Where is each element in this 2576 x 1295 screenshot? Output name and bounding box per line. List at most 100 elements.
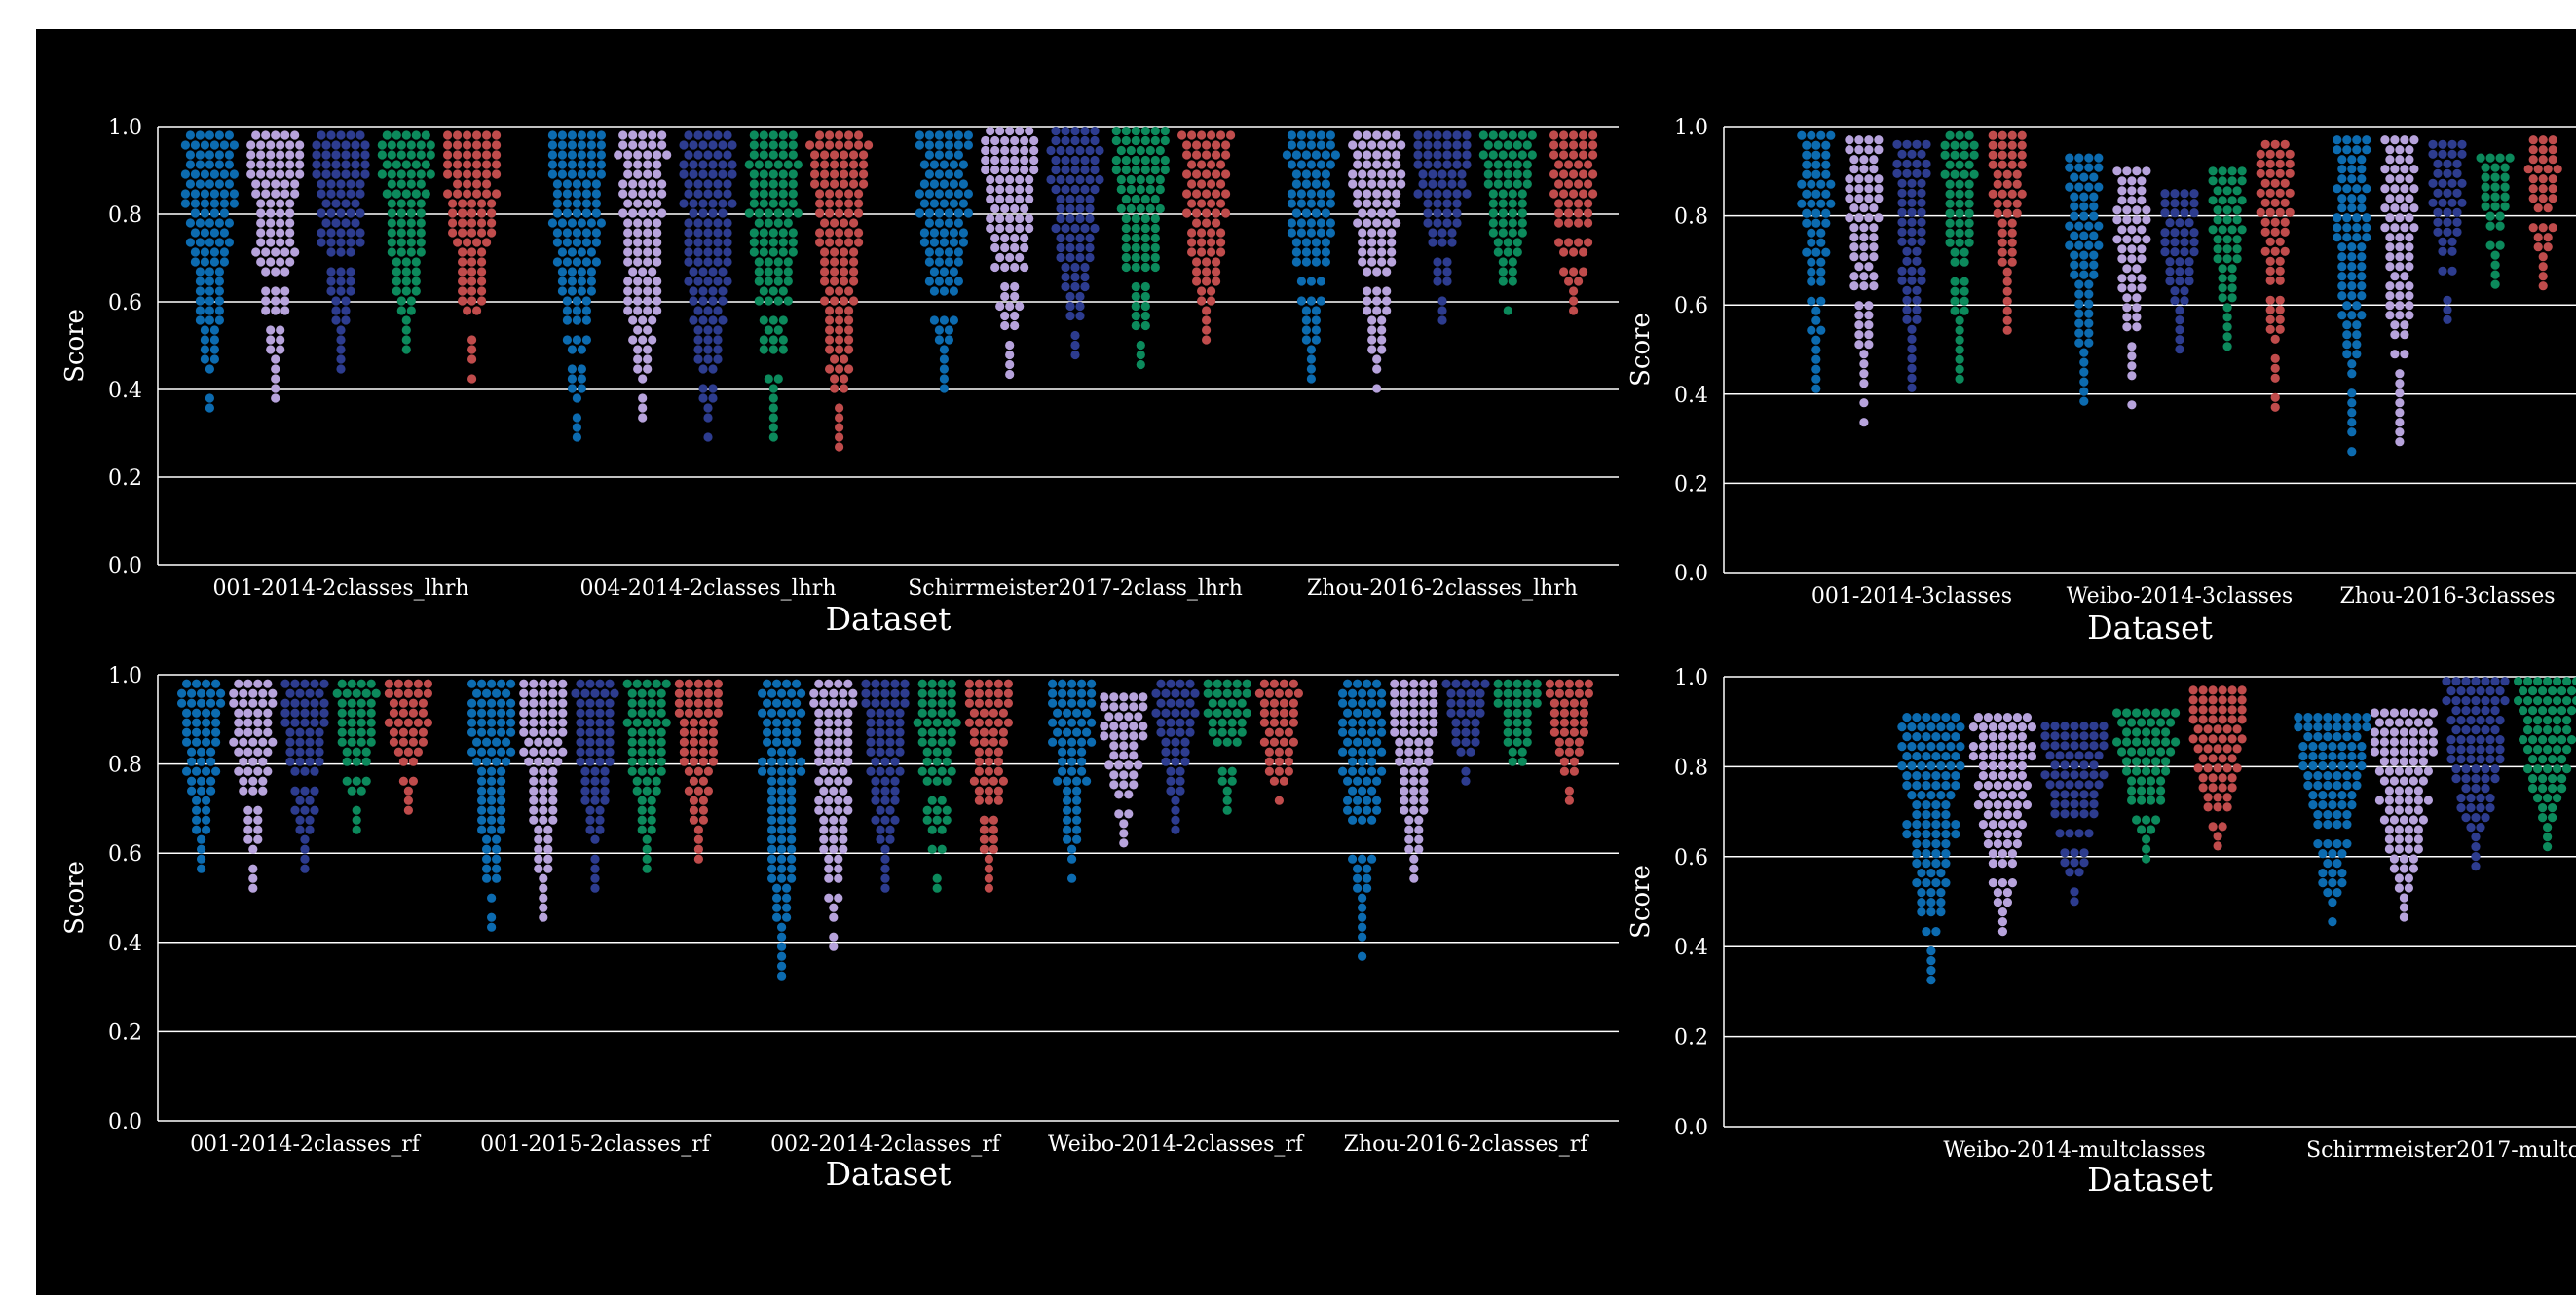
- swarm-point: [581, 208, 592, 218]
- swarm-point: [271, 130, 280, 140]
- swarm-point: [1452, 150, 1462, 160]
- swarm-point: [915, 130, 925, 140]
- swarm-point: [648, 315, 657, 325]
- swarm-point: [2079, 377, 2089, 387]
- swarm-point: [2337, 242, 2347, 252]
- swarm-point: [1442, 218, 1452, 228]
- swarm-point: [2285, 159, 2295, 168]
- swarm-point: [1190, 708, 1200, 718]
- swarm-point: [1955, 160, 1964, 169]
- swarm-point: [1955, 228, 1964, 238]
- swarm-point: [1564, 737, 1574, 747]
- swarm-point: [1926, 888, 1936, 898]
- swarm-point: [693, 354, 703, 364]
- swarm-point: [2060, 722, 2070, 731]
- swarm-point: [693, 277, 703, 286]
- swarm-point: [1902, 732, 1912, 742]
- swarm-point: [2357, 155, 2367, 165]
- swarm-point: [346, 228, 355, 238]
- swarm-point: [224, 150, 234, 160]
- swarm-point: [1048, 737, 1058, 747]
- swarm-point: [1358, 140, 1367, 150]
- swarm-point: [341, 218, 351, 228]
- swarm-point: [1000, 204, 1010, 214]
- swarm-point: [633, 325, 643, 335]
- swarm-point: [1859, 223, 1869, 233]
- swarm-point: [1367, 257, 1377, 267]
- swarm-point: [1912, 305, 1922, 314]
- swarm-point: [2548, 194, 2557, 204]
- swarm-point: [182, 708, 192, 718]
- swarm-point: [547, 218, 558, 228]
- swarm-point: [1512, 169, 1522, 179]
- swarm-point: [861, 698, 871, 708]
- swarm-series-5: [805, 130, 874, 452]
- swarm-point: [2481, 764, 2490, 774]
- swarm-point: [880, 698, 890, 708]
- swarm-point: [266, 228, 276, 238]
- swarm-point: [835, 286, 844, 296]
- swarm-point: [529, 727, 539, 737]
- swarm-point: [336, 364, 346, 374]
- swarm-point: [2447, 139, 2457, 149]
- swarm-point: [929, 228, 940, 238]
- swarm-point: [934, 257, 945, 267]
- swarm-point: [820, 257, 830, 267]
- swarm-point: [595, 737, 605, 747]
- swarm-point: [647, 727, 656, 737]
- swarm-point: [2390, 184, 2400, 194]
- swarm-point: [1180, 737, 1190, 747]
- swarm-point: [2447, 149, 2457, 159]
- swarm-point: [643, 286, 653, 296]
- swarm-point: [271, 354, 280, 364]
- swarm-point: [401, 267, 411, 277]
- swarm-point: [2553, 165, 2562, 174]
- swarm-point: [315, 688, 324, 698]
- swarm-point: [958, 179, 969, 189]
- swarm-point: [698, 776, 709, 786]
- swarm-point: [1377, 325, 1387, 335]
- swarm-point: [642, 718, 652, 727]
- swarm-point: [1917, 149, 1926, 159]
- swarm-point: [341, 315, 351, 325]
- swarm-point: [1197, 160, 1207, 169]
- swarm-point: [1372, 364, 1382, 374]
- swarm-point: [366, 708, 376, 718]
- swarm-point: [1993, 839, 2002, 849]
- swarm-point: [2352, 233, 2362, 242]
- swarm-point: [355, 189, 365, 199]
- swarm-point: [759, 286, 768, 296]
- swarm-point: [2002, 839, 2012, 849]
- swarm-point: [885, 708, 895, 718]
- swarm-point: [648, 267, 657, 277]
- swarm-series-3: [2428, 139, 2467, 324]
- swarm-point: [1926, 907, 1936, 917]
- swarm-point: [924, 130, 935, 140]
- swarm-point: [825, 345, 835, 354]
- swarm-point: [443, 130, 453, 140]
- swarm-point: [885, 727, 895, 737]
- swarm-point: [974, 757, 985, 766]
- swarm-point: [1072, 796, 1082, 805]
- swarm-point: [467, 747, 477, 757]
- swarm-point: [2175, 335, 2184, 345]
- swarm-point: [2222, 724, 2232, 734]
- swarm-series-2: [246, 130, 305, 403]
- swarm-point: [2404, 844, 2413, 854]
- swarm-point: [1498, 257, 1508, 267]
- swarm-point: [814, 747, 824, 757]
- swarm-point: [981, 145, 990, 156]
- swarm-point: [1085, 252, 1095, 263]
- swarm-point: [708, 718, 719, 727]
- swarm-point: [326, 228, 336, 238]
- swarm-point: [2446, 716, 2456, 725]
- swarm-point: [1187, 228, 1197, 238]
- swarm-point: [995, 194, 1005, 204]
- swarm-point: [2074, 338, 2084, 348]
- swarm-point: [482, 160, 492, 169]
- swarm-point: [1912, 771, 1922, 781]
- swarm-point: [1025, 223, 1034, 234]
- swarm-point: [932, 883, 942, 893]
- swarm-point: [1109, 692, 1119, 702]
- swarm-point: [2084, 163, 2094, 172]
